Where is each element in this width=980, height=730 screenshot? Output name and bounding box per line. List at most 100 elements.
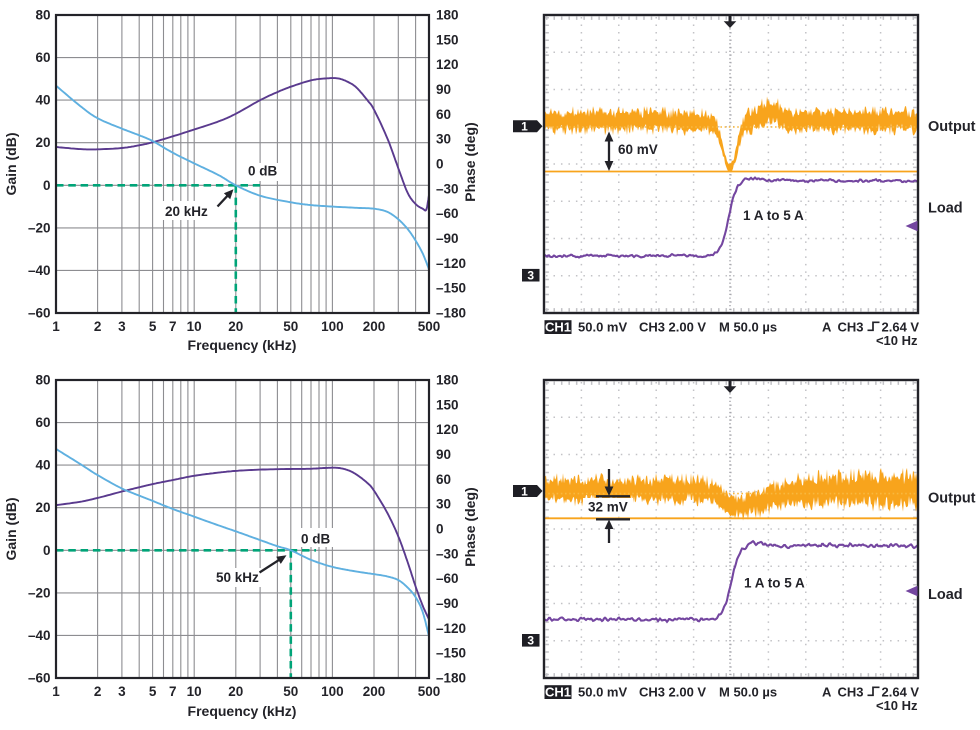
svg-text:20: 20: [35, 500, 50, 515]
svg-text:–180: –180: [436, 671, 466, 686]
svg-text:–40: –40: [28, 263, 51, 278]
svg-text:90: 90: [436, 447, 451, 462]
svg-text:<10 Hz: <10 Hz: [876, 698, 918, 713]
svg-text:–150: –150: [436, 281, 466, 296]
svg-text:60: 60: [436, 472, 451, 487]
svg-text:Frequency (kHz): Frequency (kHz): [188, 703, 297, 719]
svg-text:50 kHz: 50 kHz: [216, 570, 259, 585]
svg-text:Frequency (kHz): Frequency (kHz): [188, 337, 297, 353]
svg-text:3: 3: [527, 269, 534, 283]
svg-text:2: 2: [94, 684, 102, 699]
svg-text:Load: Load: [928, 587, 963, 603]
svg-text:M 50.0 µs: M 50.0 µs: [719, 685, 777, 700]
svg-text:3: 3: [118, 319, 126, 334]
svg-text:30: 30: [436, 132, 451, 147]
svg-text:CH1: CH1: [545, 685, 571, 700]
svg-text:–60: –60: [28, 671, 51, 686]
svg-text:100: 100: [321, 684, 344, 699]
svg-text:0: 0: [43, 543, 51, 558]
svg-text:10: 10: [187, 319, 202, 334]
svg-text:CH1: CH1: [545, 320, 571, 335]
svg-text:1: 1: [52, 319, 60, 334]
svg-text:20: 20: [228, 319, 243, 334]
svg-text:–60: –60: [28, 306, 51, 321]
svg-text:90: 90: [436, 82, 451, 97]
svg-text:–60: –60: [436, 206, 459, 221]
svg-text:50.0 mV: 50.0 mV: [578, 685, 627, 700]
svg-text:7: 7: [169, 319, 177, 334]
svg-text:CH3: CH3: [639, 320, 665, 335]
svg-text:–30: –30: [436, 546, 459, 561]
svg-text:–90: –90: [436, 231, 459, 246]
svg-text:Load: Load: [928, 201, 963, 217]
svg-text:120: 120: [436, 422, 459, 437]
svg-text:0: 0: [43, 178, 51, 193]
svg-text:–120: –120: [436, 256, 466, 271]
svg-text:–30: –30: [436, 181, 459, 196]
svg-text:CH3: CH3: [838, 685, 864, 700]
svg-text:1 A to 5 A: 1 A to 5 A: [744, 576, 805, 591]
svg-text:1: 1: [521, 484, 528, 498]
svg-text:100: 100: [321, 319, 344, 334]
svg-text:30: 30: [436, 497, 451, 512]
svg-text:50: 50: [283, 319, 298, 334]
svg-text:150: 150: [436, 397, 459, 412]
svg-text:M 50.0 µs: M 50.0 µs: [719, 320, 777, 335]
svg-text:40: 40: [35, 458, 50, 473]
svg-text:2.00 V: 2.00 V: [669, 320, 707, 335]
svg-text:–40: –40: [28, 628, 51, 643]
svg-text:A: A: [822, 685, 832, 700]
svg-text:CH3: CH3: [639, 685, 665, 700]
svg-text:20 kHz: 20 kHz: [165, 204, 208, 219]
svg-text:0 dB: 0 dB: [248, 164, 278, 179]
svg-text:5: 5: [149, 319, 157, 334]
svg-text:500: 500: [418, 319, 441, 334]
svg-text:60: 60: [436, 107, 451, 122]
svg-text:180: 180: [436, 373, 459, 388]
svg-text:Phase (deg): Phase (deg): [462, 122, 478, 201]
svg-text:Phase (deg): Phase (deg): [462, 487, 478, 566]
svg-text:60: 60: [35, 415, 50, 430]
svg-text:60: 60: [35, 50, 50, 65]
svg-text:0: 0: [436, 522, 444, 537]
svg-text:60 mV: 60 mV: [618, 142, 658, 157]
svg-text:3: 3: [527, 634, 534, 648]
svg-text:–20: –20: [28, 585, 51, 600]
svg-text:2: 2: [94, 319, 102, 334]
svg-text:50: 50: [283, 684, 298, 699]
svg-text:2.64 V: 2.64 V: [882, 320, 920, 335]
svg-text:0 dB: 0 dB: [301, 532, 331, 547]
svg-text:150: 150: [436, 32, 459, 47]
svg-text:Gain (dB): Gain (dB): [3, 133, 19, 196]
svg-text:7: 7: [169, 684, 177, 699]
svg-text:500: 500: [418, 684, 441, 699]
svg-text:–120: –120: [436, 621, 466, 636]
svg-text:<10 Hz: <10 Hz: [876, 333, 918, 348]
svg-text:A: A: [822, 320, 832, 335]
svg-text:80: 80: [35, 373, 50, 388]
svg-text:200: 200: [363, 319, 386, 334]
svg-text:–90: –90: [436, 596, 459, 611]
svg-text:120: 120: [436, 57, 459, 72]
svg-text:200: 200: [363, 684, 386, 699]
svg-text:–60: –60: [436, 571, 459, 586]
svg-text:1: 1: [521, 120, 528, 134]
svg-text:5: 5: [149, 684, 157, 699]
svg-text:20: 20: [228, 684, 243, 699]
svg-text:40: 40: [35, 93, 50, 108]
svg-text:Output: Output: [928, 491, 976, 507]
svg-text:32 mV: 32 mV: [588, 500, 628, 515]
svg-text:180: 180: [436, 8, 459, 23]
svg-text:2.64 V: 2.64 V: [882, 685, 920, 700]
svg-text:20: 20: [35, 135, 50, 150]
svg-text:0: 0: [436, 157, 444, 172]
svg-text:80: 80: [35, 8, 50, 23]
svg-text:3: 3: [118, 684, 126, 699]
svg-text:10: 10: [187, 684, 202, 699]
svg-text:CH3: CH3: [838, 320, 864, 335]
svg-text:–150: –150: [436, 646, 466, 661]
svg-text:2.00 V: 2.00 V: [669, 685, 707, 700]
svg-text:50.0 mV: 50.0 mV: [578, 320, 627, 335]
svg-text:–20: –20: [28, 220, 51, 235]
svg-text:1 A to 5 A: 1 A to 5 A: [743, 208, 804, 223]
